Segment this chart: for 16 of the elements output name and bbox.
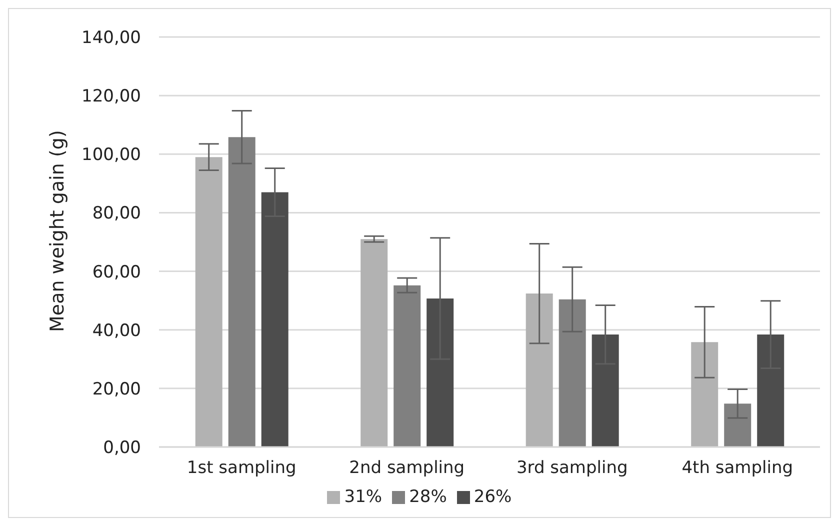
legend-label: 26% <box>474 487 512 507</box>
y-tick-label: 0,00 <box>103 438 141 458</box>
legend-label: 31% <box>344 487 382 507</box>
y-tick-label: 60,00 <box>92 262 141 282</box>
x-tick-label: 3rd sampling <box>516 458 628 478</box>
y-tick-label: 40,00 <box>92 320 141 341</box>
y-axis-title: Mean weight gain (g) <box>46 130 69 332</box>
y-tick-label: 80,00 <box>92 204 141 224</box>
x-tick-label: 1st sampling <box>186 458 296 478</box>
legend-label: 28% <box>409 487 447 507</box>
x-tick-label: 2nd sampling <box>349 458 465 478</box>
y-tick-label: 20,00 <box>92 379 141 400</box>
x-tick-label: 4th sampling <box>682 458 794 478</box>
y-tick-label: 100,00 <box>82 145 141 166</box>
y-tick-label: 120,00 <box>82 86 141 107</box>
y-tick-label: 140,00 <box>82 28 141 48</box>
